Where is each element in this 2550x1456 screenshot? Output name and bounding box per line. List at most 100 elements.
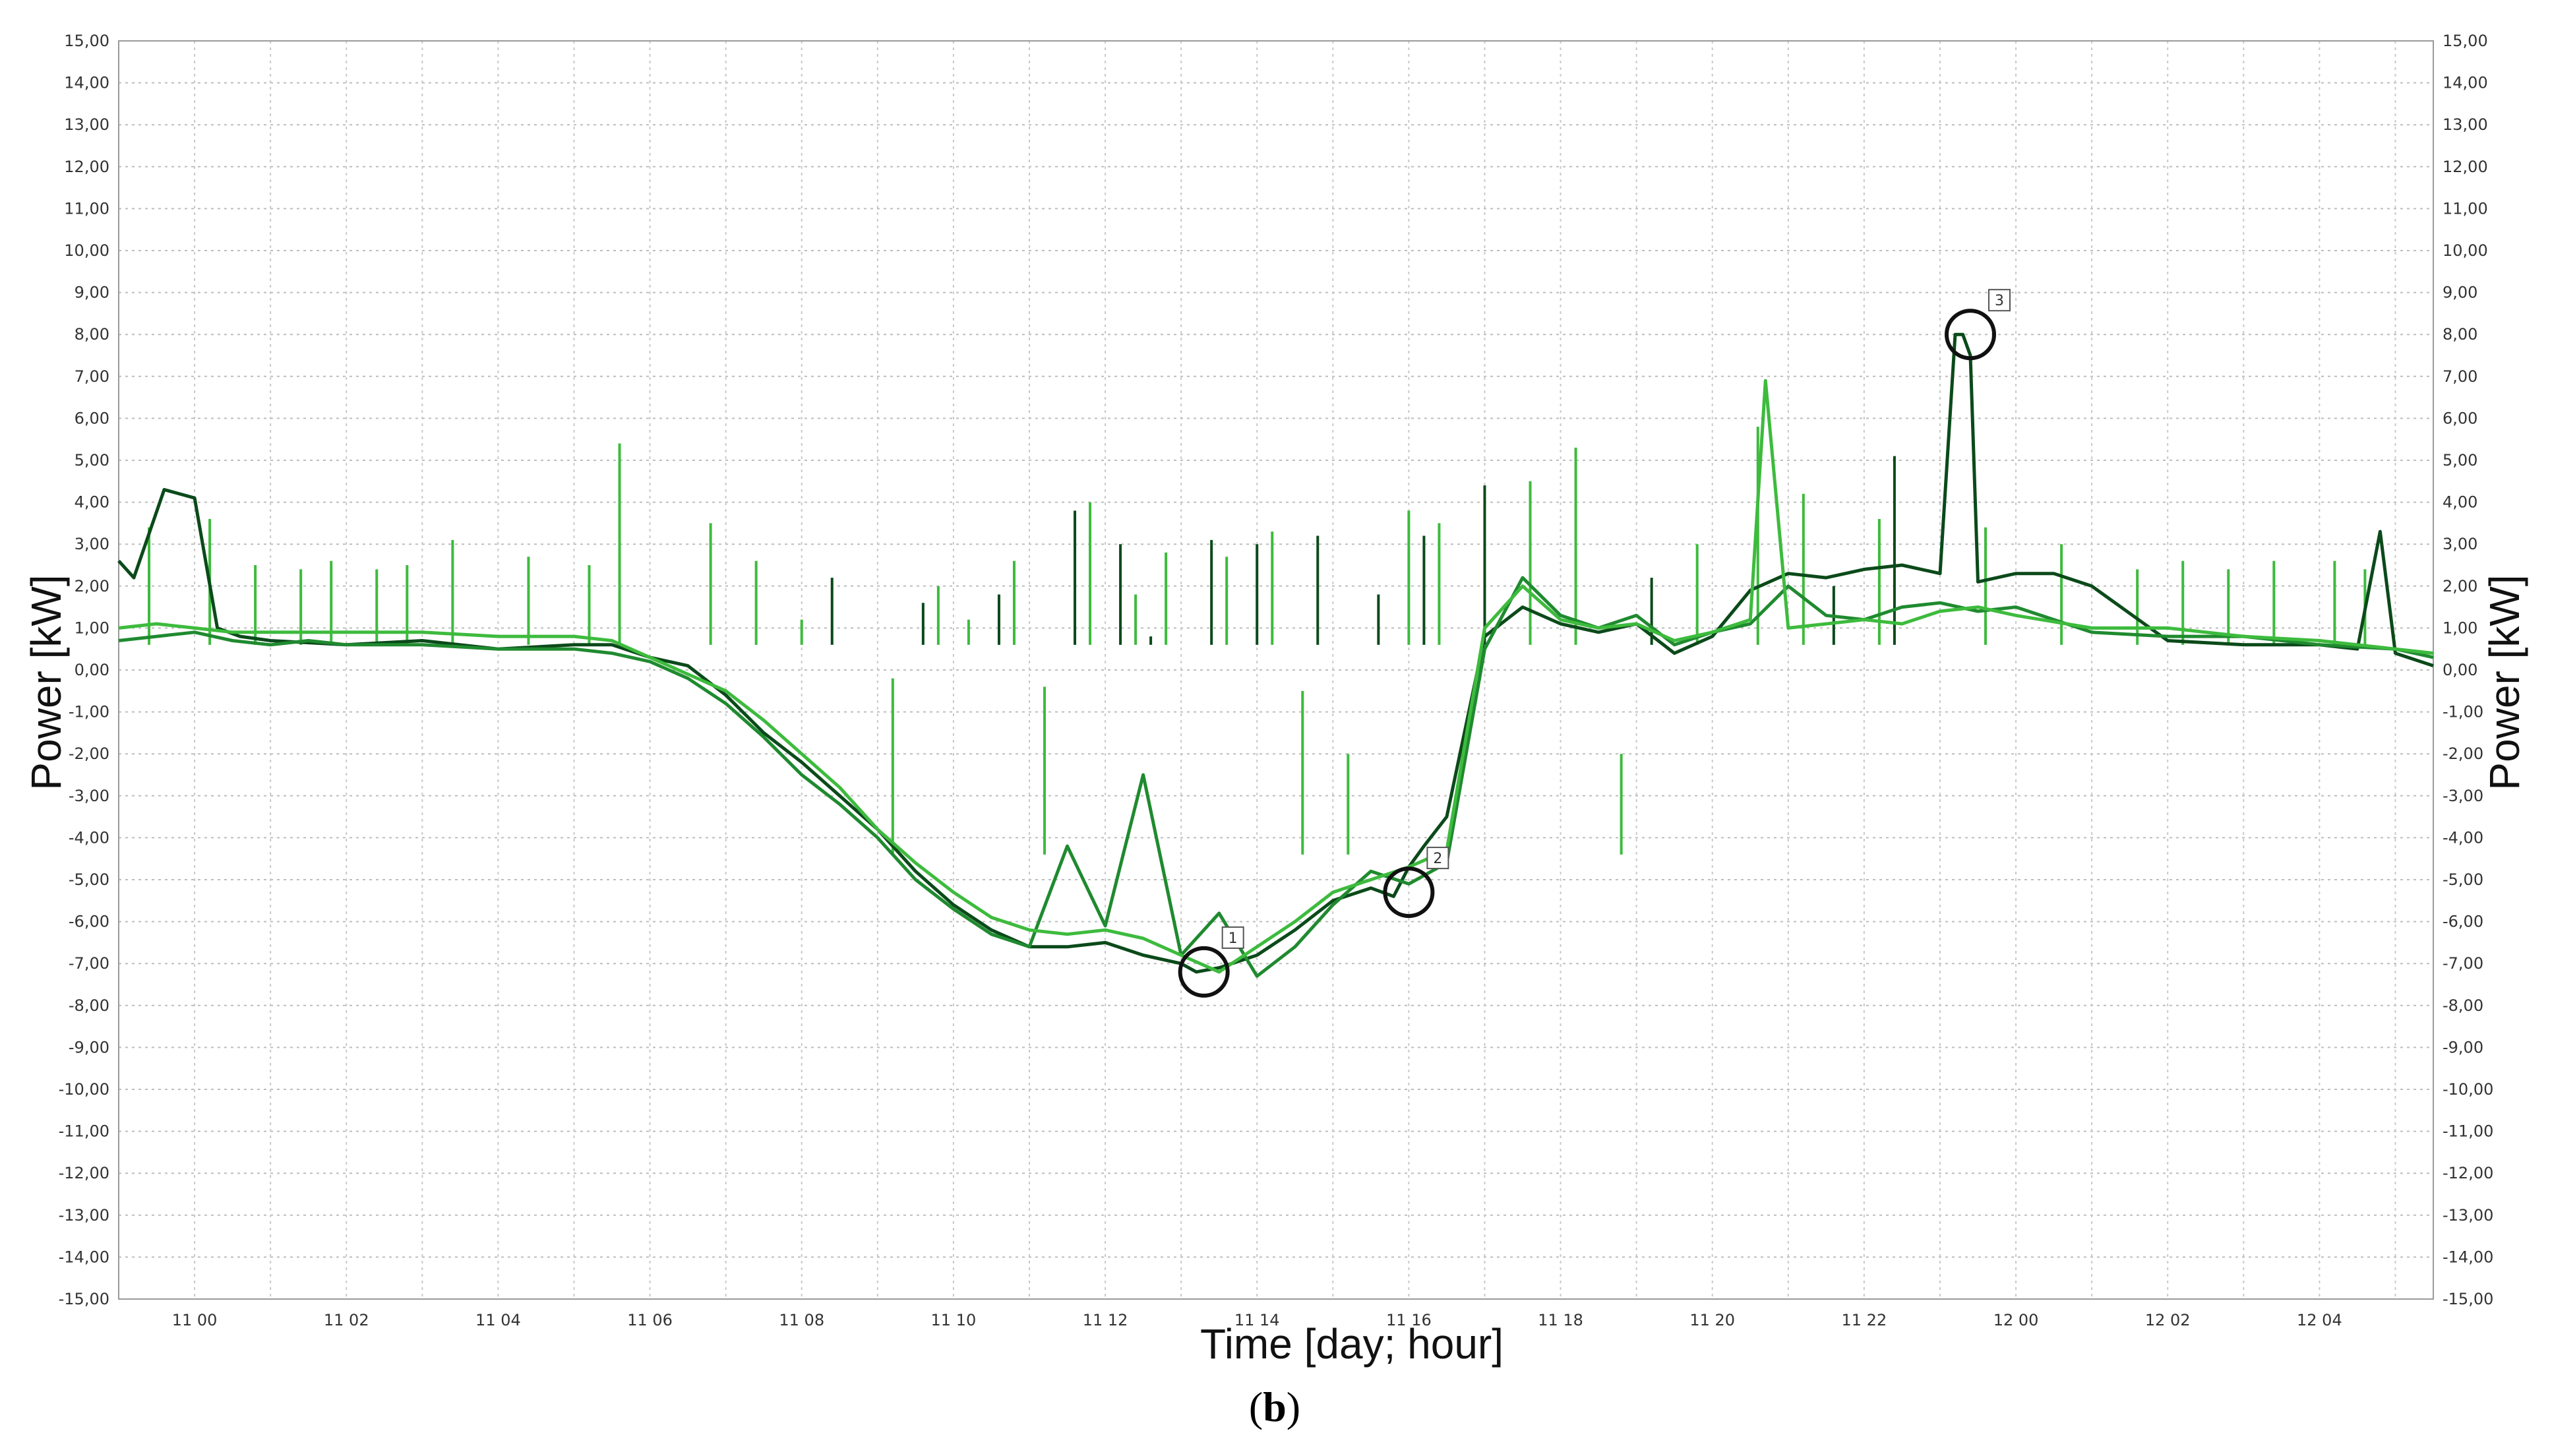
y-tick-label-right: 6,00 [2443,409,2477,427]
y-tick-label-left: 3,00 [75,535,109,553]
x-tick-label: 11 12 [1083,1311,1128,1329]
y-tick-label-right: -4,00 [2443,828,2483,847]
y-tick-label-right: -11,00 [2443,1122,2493,1141]
series-line-1 [117,332,2434,974]
y-tick-label-right: 10,00 [2443,241,2488,260]
x-tick-label: 11 08 [779,1311,824,1329]
x-tick-label: 12 00 [1993,1311,2039,1329]
y-tick-label-left: -3,00 [69,787,109,805]
x-tick-label: 11 22 [1842,1311,1887,1329]
y-tick-label-left: -2,00 [69,744,109,763]
y-tick-label-left: -8,00 [69,996,109,1015]
y-tick-label-left: -5,00 [69,870,109,889]
y-axis-title-left: Power [kW] [22,574,70,790]
y-tick-label-right: -2,00 [2443,744,2483,763]
y-tick-label-right: -3,00 [2443,787,2483,805]
x-tick-label: 11 00 [172,1311,218,1329]
marker-label-box [1221,926,1244,949]
y-tick-label-right: 3,00 [2443,535,2477,553]
x-tick-label: 12 04 [2297,1311,2342,1329]
marker-label-box [1426,847,1449,870]
y-tick-label-left: 7,00 [75,367,109,386]
y-tick-label-right: 0,00 [2443,661,2477,679]
marker-label: 2 [1433,851,1442,867]
y-tick-label-left: -6,00 [69,913,109,931]
y-tick-label-right: -12,00 [2443,1164,2493,1182]
y-tick-label-right: -13,00 [2443,1206,2493,1225]
y-tick-label-left: -12,00 [59,1164,109,1182]
x-tick-label: 11 20 [1689,1311,1735,1329]
y-tick-label-left: 2,00 [75,577,109,595]
y-tick-label-left: -1,00 [69,703,109,721]
y-tick-label-left: 10,00 [64,241,109,260]
y-tick-label-right: 9,00 [2443,284,2477,302]
y-tick-label-right: -10,00 [2443,1080,2493,1099]
marker-label: 3 [1995,293,2004,309]
plot-frame [118,40,2434,1300]
y-tick-label-left: 14,00 [64,74,109,92]
marker-layer: 1 2 3 [1178,289,2011,998]
y-tick-label-left: 8,00 [75,325,109,344]
y-tick-label-left: 1,00 [75,619,109,637]
y-tick-label-left: 13,00 [64,115,109,134]
x-axis-title: Time [day; hour] [1200,1320,1503,1368]
y-tick-label-right: 4,00 [2443,493,2477,512]
x-tick-label: 12 02 [2145,1311,2191,1329]
x-tick-label: 11 16 [1386,1311,1432,1329]
y-tick-label-right: 8,00 [2443,325,2477,344]
x-tick-label: 11 02 [324,1311,369,1329]
y-tick-label-right: -8,00 [2443,996,2483,1015]
marker-circle [1383,866,1435,919]
y-tick-label-left: -9,00 [69,1038,109,1056]
panel-label-letter: b [1263,1383,1287,1430]
y-tick-label-right: 7,00 [2443,367,2477,386]
y-tick-label-right: 12,00 [2443,158,2488,176]
marker-label: 1 [1229,930,1238,947]
y-tick-label-left: 5,00 [75,451,109,470]
series-layer [117,332,2434,978]
x-tick-label: 11 06 [627,1311,673,1329]
y-tick-label-left: -7,00 [69,954,109,973]
x-tick-label: 11 18 [1538,1311,1583,1329]
x-tick-label: 11 04 [475,1311,521,1329]
y-tick-label-left: 11,00 [64,199,109,218]
y-tick-label-right: -7,00 [2443,954,2483,973]
y-tick-label-right: 13,00 [2443,115,2488,134]
marker-label-box [1988,289,2011,312]
y-tick-label-right: 5,00 [2443,451,2477,470]
y-tick-label-right: 2,00 [2443,577,2477,595]
y-tick-label-right: -14,00 [2443,1248,2493,1266]
y-tick-label-left: 0,00 [75,661,109,679]
y-tick-label-left: -15,00 [59,1290,109,1308]
y-tick-label-left: -14,00 [59,1248,109,1266]
y-tick-label-right: -5,00 [2443,870,2483,889]
marker-circle [1178,946,1230,998]
y-tick-label-left: -13,00 [59,1206,109,1225]
y-tick-label-right: 14,00 [2443,74,2488,92]
y-tick-label-left: -11,00 [59,1122,109,1141]
y-tick-label-left: 4,00 [75,493,109,512]
series-line-3 [118,379,2434,974]
y-tick-label-right: -9,00 [2443,1038,2483,1056]
panel-label: (b) [1249,1383,1300,1430]
y-tick-label-left: 12,00 [64,158,109,176]
x-tick-label: 11 10 [931,1311,977,1329]
y-tick-label-right: -1,00 [2443,703,2483,721]
marker-circle [1945,309,1996,361]
y-tick-label-right: 15,00 [2443,32,2488,50]
y-tick-label-right: 11,00 [2443,199,2488,218]
y-tick-label-left: -10,00 [59,1080,109,1099]
x-tick-label: 11 14 [1234,1311,1280,1329]
y-tick-label-left: 15,00 [64,32,109,50]
y-tick-label-left: 6,00 [75,409,109,427]
y-tick-label-right: -15,00 [2443,1290,2493,1308]
grid [118,40,2433,1300]
y-tick-label-left: -4,00 [69,828,109,847]
y-tick-label-right: -6,00 [2443,913,2483,931]
y-axis-title-right: Power [kW] [2481,574,2528,790]
y-tick-label-left: 9,00 [75,284,109,302]
y-tick-label-right: 1,00 [2443,619,2477,637]
